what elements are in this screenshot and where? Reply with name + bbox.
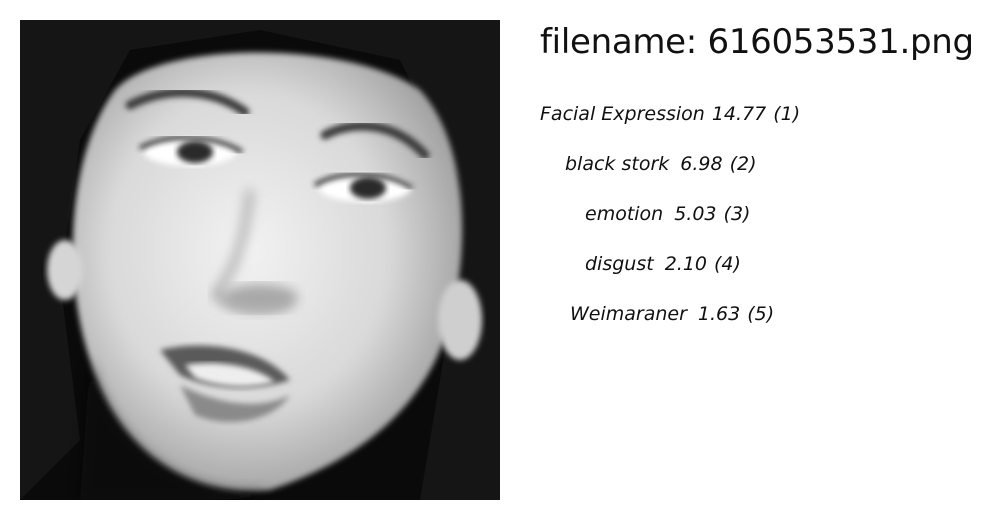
face-photo [20, 20, 500, 500]
prediction-5: Weimaraner 1.63 (5) [570, 303, 774, 325]
prediction-label: black stork [565, 153, 670, 175]
prediction-2: black stork 6.98 (2) [565, 153, 757, 175]
prediction-3: emotion 5.03 (3) [585, 203, 750, 225]
prediction-rank: (1) [773, 103, 801, 125]
prediction-score: 2.10 [664, 253, 708, 275]
filename-title: filename: 616053531.png [540, 22, 974, 62]
prediction-label: emotion [585, 203, 664, 225]
prediction-rank: (4) [714, 253, 741, 275]
prediction-rank: (3) [723, 203, 751, 225]
prediction-4: disgust 2.10 (4) [585, 253, 741, 275]
prediction-label: Weimaraner [570, 303, 687, 325]
prediction-rank: (2) [729, 153, 757, 175]
prediction-score: 14.77 [711, 103, 767, 125]
prediction-label: Facial Expression [540, 103, 705, 125]
prediction-score: 5.03 [674, 203, 717, 225]
prediction-1: Facial Expression 14.77 (1) [540, 103, 800, 125]
prediction-score: 1.63 [697, 303, 741, 325]
prediction-score: 6.98 [680, 153, 723, 175]
filename-value: 616053531.png [707, 22, 974, 62]
prediction-label: disgust [585, 253, 654, 275]
filename-prefix: filename: [540, 22, 697, 62]
prediction-rank: (5) [747, 303, 775, 325]
